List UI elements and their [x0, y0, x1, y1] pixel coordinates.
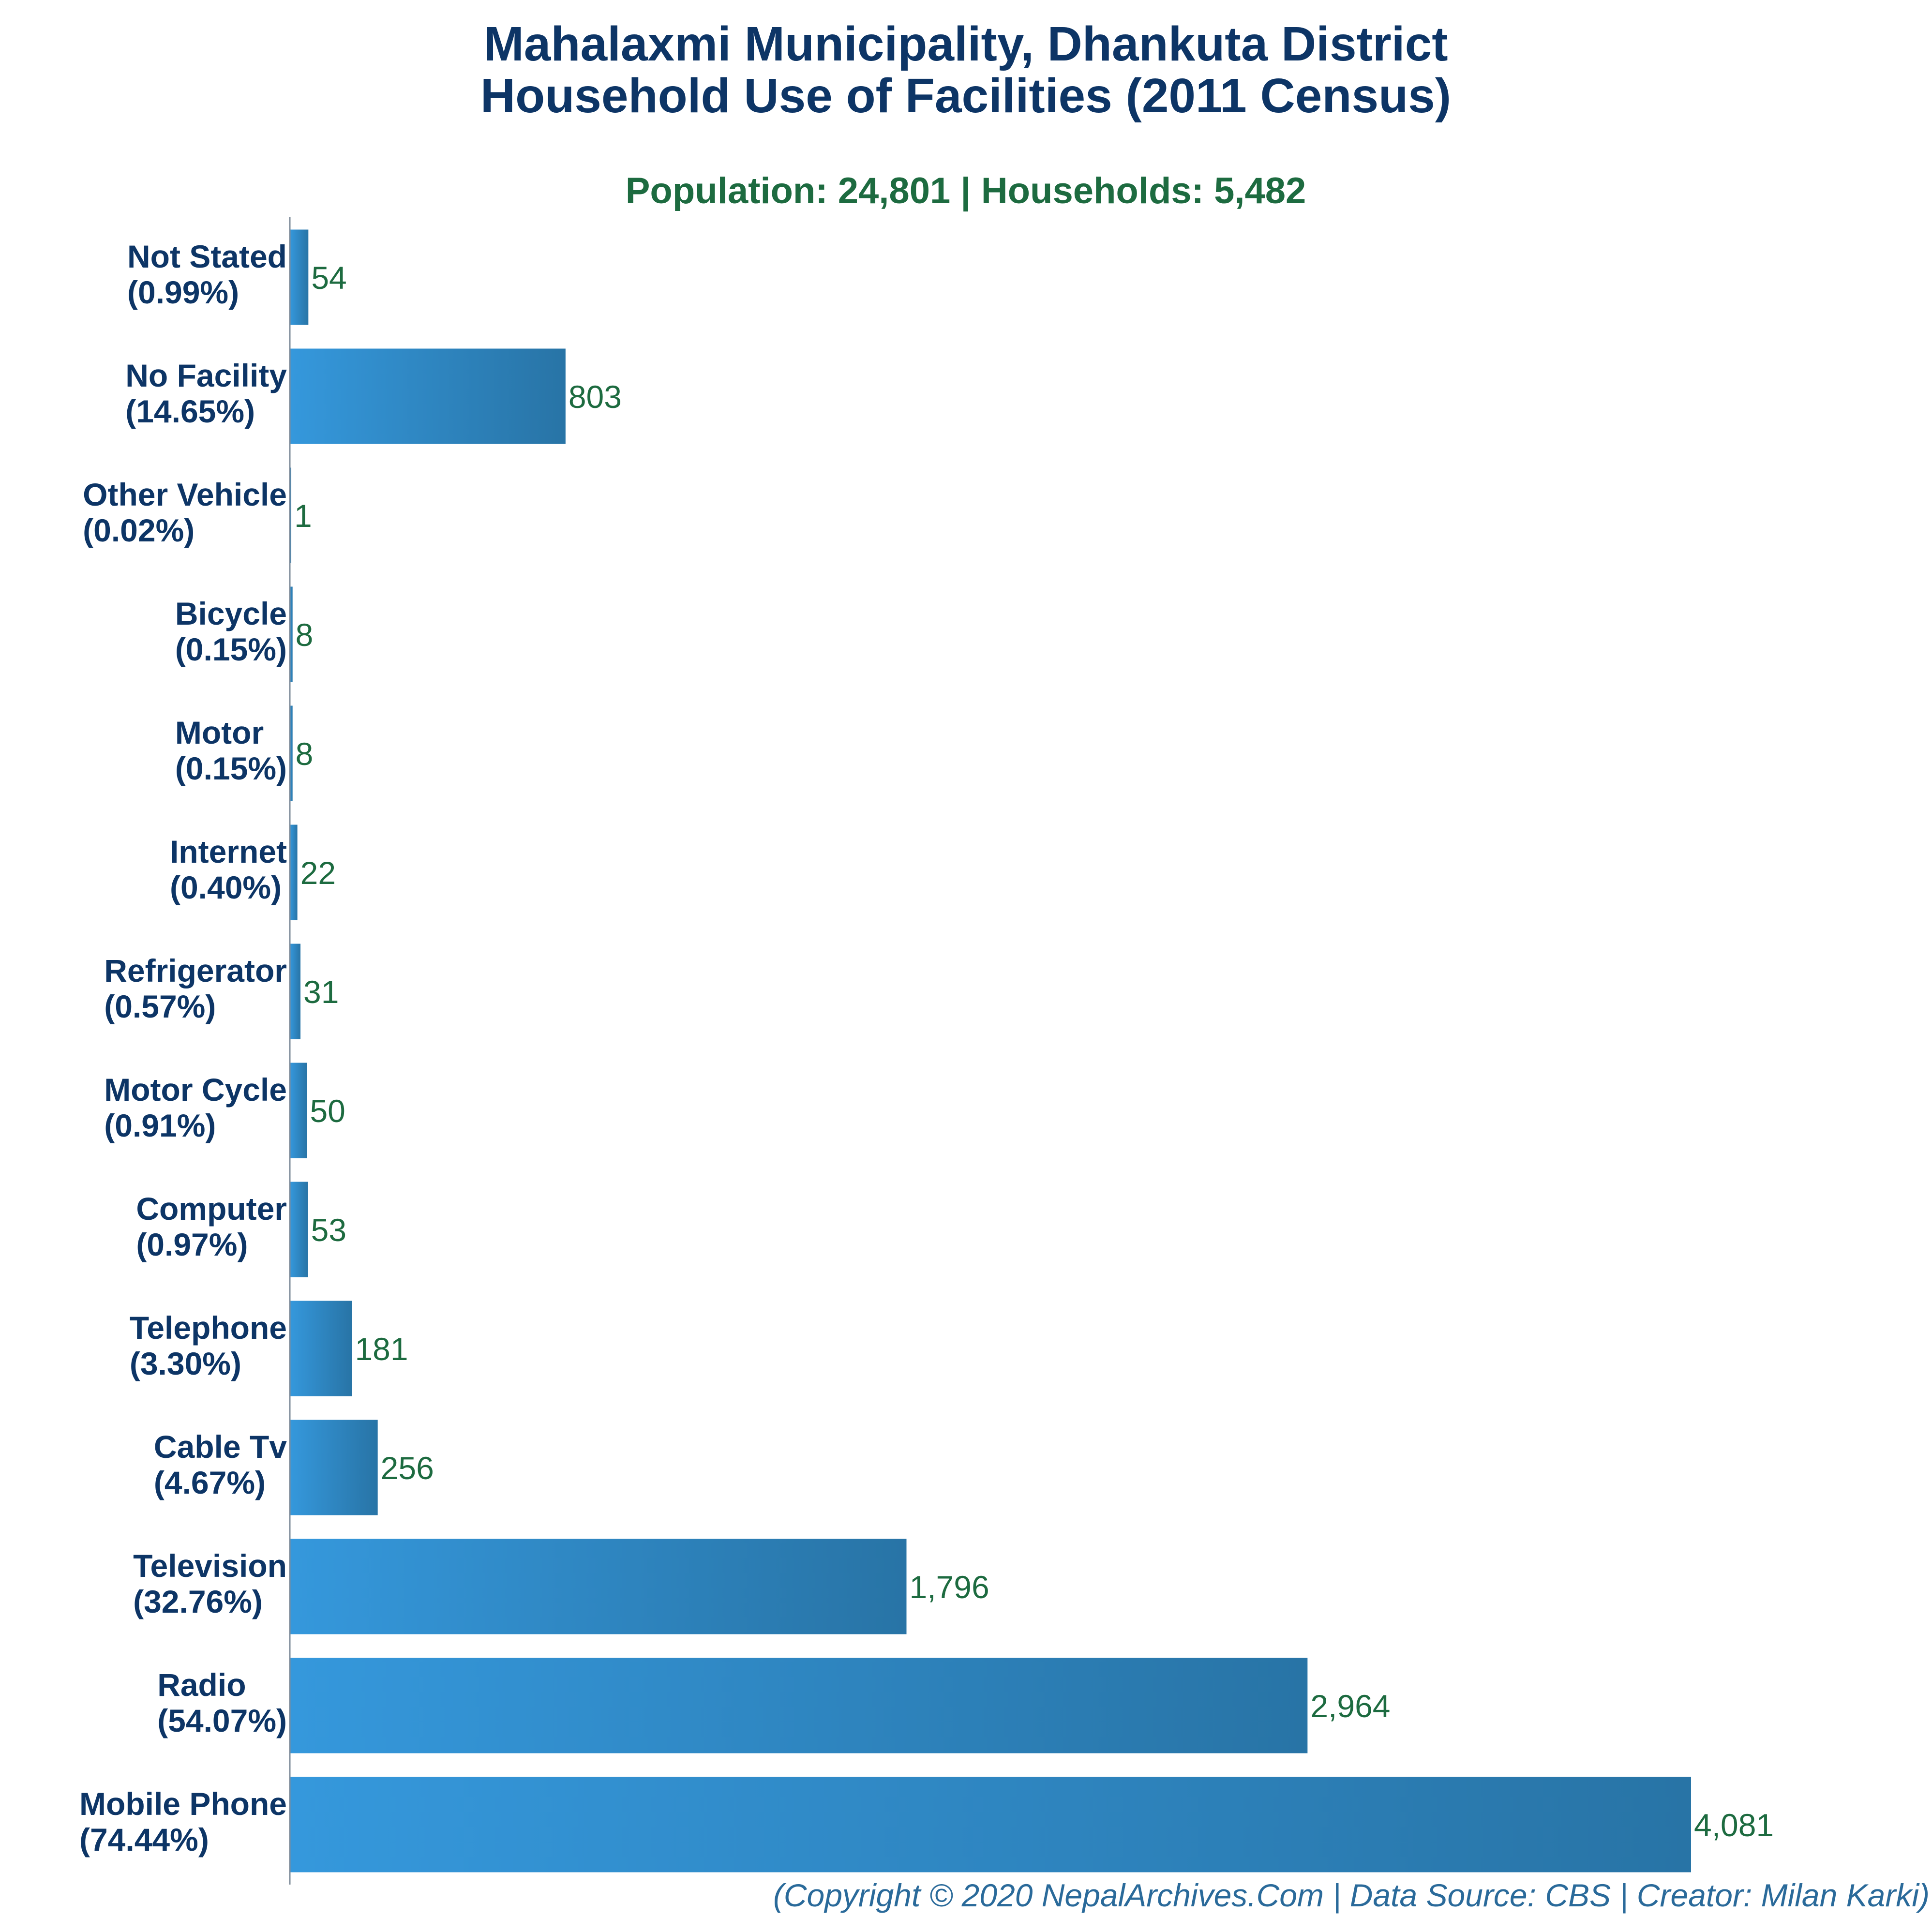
value-label: 8 — [296, 617, 314, 653]
bar — [290, 1301, 352, 1396]
category-label: Mobile Phone (74.44%) — [79, 1786, 287, 1857]
category-name: Television — [133, 1548, 287, 1584]
category-percent: (74.44%) — [79, 1822, 209, 1857]
category-name: No Facility — [125, 358, 287, 393]
bar — [290, 229, 309, 325]
bar — [290, 1658, 1308, 1753]
category-label: Motor Cycle (0.91%) — [104, 1072, 287, 1143]
category-label: Bicycle (0.15%) — [175, 596, 287, 667]
category-name: Motor — [175, 715, 264, 750]
category-label: Not Stated (0.99%) — [127, 239, 287, 310]
value-label: 181 — [355, 1331, 408, 1367]
category-percent: (32.76%) — [133, 1584, 263, 1619]
category-percent: (54.07%) — [157, 1703, 287, 1738]
bar — [290, 824, 298, 920]
category-label: Refrigerator (0.57%) — [104, 953, 287, 1024]
category-name: Motor Cycle — [104, 1072, 287, 1108]
bar — [290, 944, 300, 1039]
category-label: Television (32.76%) — [133, 1548, 287, 1619]
category-name: Telephone — [130, 1310, 287, 1346]
bar — [290, 348, 566, 444]
category-percent: (0.15%) — [175, 631, 287, 667]
category-label: Motor (0.15%) — [175, 715, 287, 786]
bar — [290, 705, 293, 801]
chart-subtitle: Population: 24,801 | Households: 5,482 — [626, 170, 1306, 212]
category-percent: (3.30%) — [130, 1346, 241, 1381]
category-label: Internet (0.40%) — [170, 834, 287, 905]
value-label: 31 — [303, 974, 339, 1010]
category-percent: (0.91%) — [104, 1108, 216, 1143]
value-label: 22 — [300, 855, 336, 891]
bar — [290, 586, 293, 682]
category-label: Radio (54.07%) — [157, 1667, 287, 1738]
category-name: Radio — [157, 1667, 246, 1703]
bar — [290, 1063, 307, 1158]
bar — [290, 1182, 308, 1277]
value-label: 2,964 — [1310, 1688, 1390, 1724]
bars-layer — [290, 229, 1691, 1872]
category-name: Other Vehicle — [83, 477, 287, 512]
category-labels-layer: Not Stated (0.99%) No Facility (14.65%) Othe… — [79, 239, 287, 1857]
category-name: Not Stated — [127, 239, 287, 274]
category-label: Other Vehicle (0.02%) — [83, 477, 287, 548]
bar — [290, 1777, 1691, 1872]
category-label: Telephone (3.30%) — [130, 1310, 287, 1381]
value-label: 8 — [296, 736, 314, 772]
value-label: 50 — [310, 1093, 345, 1129]
value-label: 4,081 — [1694, 1807, 1774, 1843]
value-label: 53 — [311, 1212, 346, 1248]
category-percent: (0.97%) — [136, 1227, 248, 1262]
chart-title-line2: Household Use of Facilities (2011 Census… — [480, 69, 1451, 123]
footer-credit: (Copyright © 2020 NepalArchives.Com | Da… — [773, 1877, 1930, 1914]
category-name: Internet — [170, 834, 287, 869]
category-name: Bicycle — [175, 596, 287, 631]
value-label: 1,796 — [909, 1569, 989, 1605]
category-percent: (0.02%) — [83, 512, 195, 548]
category-name: Mobile Phone — [79, 1786, 287, 1822]
category-percent: (4.67%) — [154, 1465, 266, 1500]
category-label: No Facility (14.65%) — [125, 358, 287, 429]
category-name: Computer — [136, 1191, 287, 1227]
value-label: 1 — [294, 498, 312, 534]
value-label: 54 — [311, 260, 346, 296]
category-percent: (0.99%) — [127, 274, 239, 310]
category-name: Refrigerator — [104, 953, 287, 988]
category-label: Cable Tv (4.67%) — [154, 1429, 287, 1500]
category-percent: (14.65%) — [125, 393, 255, 429]
value-label: 803 — [569, 379, 622, 415]
bar — [290, 1539, 907, 1634]
value-labels-layer: 54 803 1 8 8 22 31 50 53 181 256 1,796 2,964 4,081 — [294, 260, 1774, 1843]
bar — [290, 1420, 378, 1515]
category-name: Cable Tv — [154, 1429, 287, 1465]
category-percent: (0.57%) — [104, 988, 216, 1024]
category-percent: (0.40%) — [170, 869, 282, 905]
chart-title-line1: Mahalaxmi Municipality, Dhankuta Distric… — [483, 17, 1448, 71]
category-percent: (0.15%) — [175, 750, 287, 786]
category-label: Computer (0.97%) — [136, 1191, 287, 1262]
value-label: 256 — [381, 1450, 434, 1486]
